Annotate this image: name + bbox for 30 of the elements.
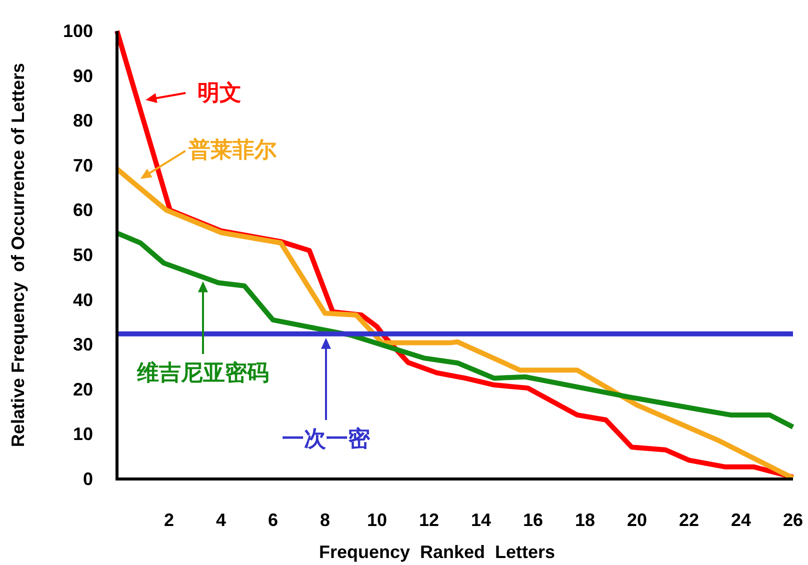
x-tick-label: 20	[626, 510, 648, 530]
y-tick-label: 90	[72, 66, 93, 86]
y-tick-label: 20	[72, 379, 93, 400]
x-tick-label: 14	[470, 510, 492, 530]
x-tick-label: 26	[782, 510, 804, 530]
x-axis-title: Frequency Ranked Letters	[318, 542, 556, 562]
x-tick-label: 6	[268, 510, 278, 530]
x-tick-label: 8	[320, 510, 330, 530]
y-tick-label: 40	[72, 290, 93, 310]
y-tick-label: 60	[72, 200, 93, 220]
annotation: 普莱菲尔	[187, 136, 278, 162]
annotation: 一次一密	[282, 426, 371, 451]
y-tick-label: 30	[72, 334, 93, 355]
y-tick-label: 70	[72, 155, 93, 176]
x-tick-label: 16	[522, 510, 544, 530]
y-tick-label: 0	[82, 469, 93, 489]
annotation: 明文	[198, 80, 242, 105]
y-tick-label: 50	[72, 245, 93, 265]
x-tick-label: 2	[164, 510, 174, 530]
annotation: 维吉尼亚密码	[136, 360, 269, 385]
y-tick-label: 80	[72, 110, 93, 131]
x-tick-label: 18	[574, 510, 596, 530]
x-tick-label: 4	[216, 510, 226, 530]
y-tick-label: 100	[62, 21, 93, 41]
x-tick-label: 22	[678, 510, 700, 530]
y-tick-label: 10	[72, 424, 93, 444]
x-tick-label: 24	[730, 510, 752, 530]
y-axis-title: Relative Frequency of Occurrence of Letters	[8, 62, 28, 448]
x-tick-label: 10	[366, 510, 388, 530]
x-tick-label: 12	[418, 510, 440, 530]
